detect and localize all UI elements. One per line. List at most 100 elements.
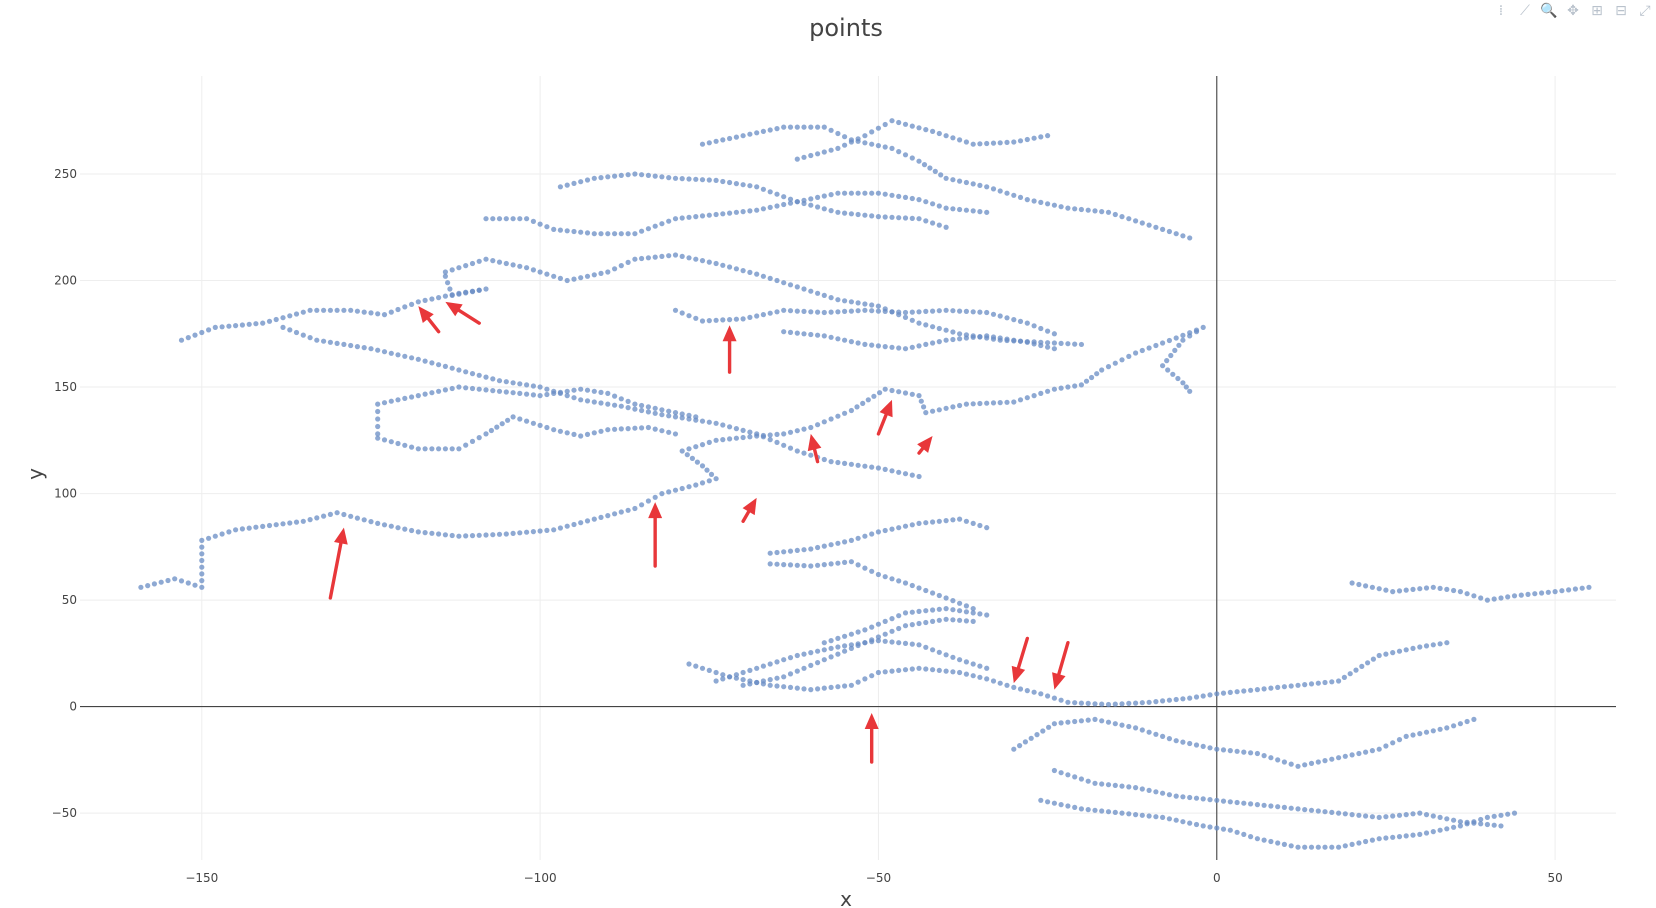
data-point [557,428,564,434]
data-point [787,282,794,288]
autoscale-icon[interactable]: ⤢ [1639,3,1651,19]
data-point [625,405,631,411]
data-point [706,212,712,218]
data-point [767,127,773,133]
data-point [1464,718,1470,725]
data-point [212,324,218,330]
zoom-icon[interactable]: 🔍 [1540,3,1558,19]
data-point [963,308,970,314]
data-point [706,140,712,146]
data-point [1031,135,1037,141]
data-point [842,142,848,148]
compare-icon[interactable]: ⁞ [1498,3,1504,19]
data-point [787,429,794,435]
data-point [1288,843,1294,849]
data-point [659,491,665,497]
data-point [869,213,875,219]
data-point [1200,796,1206,802]
data-point [1200,743,1206,750]
data-point [848,211,855,217]
data-point [706,318,712,324]
data-point [704,467,710,473]
data-point [1444,640,1450,646]
data-point [862,627,868,633]
data-point [1302,807,1308,813]
data-point [1153,731,1159,737]
data-point [1261,837,1267,843]
data-point [828,334,834,340]
data-point [233,527,239,533]
data-point [463,533,469,539]
data-point [754,665,760,671]
data-point [774,126,780,132]
data-point [652,223,658,229]
data-point [977,141,983,147]
data-point [206,535,212,541]
line-icon[interactable]: ⟋ [1520,3,1530,19]
data-point [938,172,944,178]
data-point [659,428,665,434]
data-point [544,424,550,431]
pan-icon[interactable]: ✥ [1567,3,1579,19]
data-point [1484,597,1490,603]
data-point [503,260,509,267]
data-point [178,578,185,584]
data-point [950,607,956,613]
data-point [449,267,455,273]
data-point [740,682,746,688]
data-point [639,407,645,414]
zoom-in-icon[interactable]: ⊞ [1591,3,1603,19]
data-point [341,307,347,313]
data-point [1072,206,1078,212]
data-point [842,298,848,304]
data-point [1302,844,1308,850]
data-point [1363,749,1369,755]
data-point [848,631,855,637]
data-point [699,141,706,147]
data-point [916,125,922,131]
zoom-out-icon[interactable]: ⊟ [1615,3,1627,19]
data-point [855,562,861,568]
data-point [1099,718,1105,724]
data-point [1011,139,1017,145]
data-point [632,401,638,407]
data-point [774,191,780,197]
data-point [618,509,624,515]
data-point [1396,588,1403,594]
data-point [1017,138,1024,144]
data-point [551,390,557,396]
data-point [578,229,584,235]
data-point [916,216,922,222]
data-point [747,429,753,435]
data-point [921,404,927,410]
data-point [632,231,638,237]
data-point [855,535,861,541]
y-axis-ticks: −50 0 50 100 150 200 250 [52,167,77,820]
data-point [463,263,469,269]
data-point [490,532,496,538]
data-point [192,332,198,338]
data-point [787,308,794,314]
data-point [977,674,983,680]
data-point [591,272,597,278]
data-point [1417,731,1423,737]
data-point [1275,804,1281,810]
data-point [923,308,929,314]
data-point [679,176,685,182]
data-point [1085,717,1091,723]
data-point [740,316,746,322]
data-point [1322,679,1328,686]
data-point [645,409,652,415]
data-point [875,634,882,640]
data-point [612,426,618,432]
data-point [977,209,983,215]
data-point [801,124,807,130]
data-point [524,418,530,424]
data-point [1051,767,1057,774]
data-point [936,308,942,314]
data-point [375,431,381,437]
data-point [896,640,902,646]
data-point [733,181,740,187]
data-point [422,530,428,536]
